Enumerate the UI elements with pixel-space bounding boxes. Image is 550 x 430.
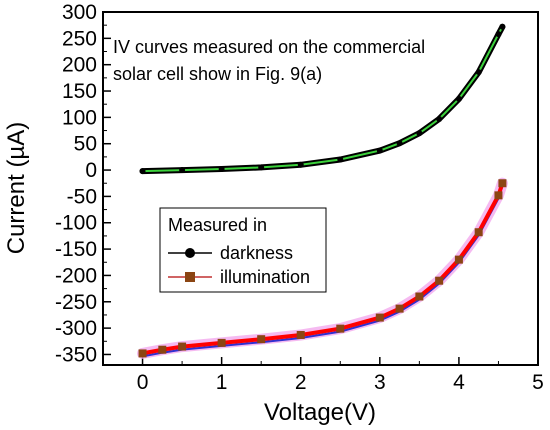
illumination-point [178,342,187,351]
y-tick-label: 300 [62,1,97,24]
x-tick-label: 1 [216,371,228,394]
illumination-point [257,335,266,344]
darkness-point [495,31,502,38]
illumination-point [498,179,507,188]
y-tick-label: 50 [74,133,97,156]
x-tick-label: 0 [137,371,149,394]
y-tick-label: -50 [67,185,97,208]
darkness-point [179,167,186,174]
darkness-point [396,140,403,147]
darkness-point [218,166,225,173]
illumination-point [435,276,444,285]
darkness-point [258,164,265,171]
y-tick-label: 150 [62,80,97,103]
y-tick-label: 250 [62,27,97,50]
illumination-point [336,324,345,333]
darkness-point [337,156,344,163]
illumination-point [395,304,404,313]
x-axis-ticks: 0 1 2 3 4 5 [102,357,544,394]
legend: Measured in darkness illumination [159,207,327,293]
legend-marker-darkness [185,248,195,258]
darkness-fit-line [142,26,504,173]
legend-label-illumination: illumination [220,267,310,287]
y-tick-label: -200 [55,264,97,287]
annotation-line-1: IV curves measured on the commercial [113,37,425,57]
x-tick-label: 3 [374,371,386,394]
legend-title: Measured in [168,215,267,235]
illumination-point [454,255,463,264]
illumination-point [138,349,147,358]
annotation-line-2: solar cell show in Fig. 9(a) [113,64,322,84]
legend-label-darkness: darkness [220,243,293,263]
plot-frame [102,11,539,366]
y-tick-label: 200 [62,54,97,77]
plot-axes [102,11,539,366]
illumination-point [158,345,167,354]
illumination-point [296,330,305,339]
darkness-point [139,168,146,175]
darkness-point [455,95,462,102]
y-tick-label: -350 [55,343,97,366]
darkness-point [436,115,443,122]
darkness-point [499,23,506,30]
x-axis-title: Voltage(V) [264,399,376,426]
darkness-point [297,161,304,168]
y-tick-label: -250 [55,291,97,314]
legend-marker-illumination [185,272,195,282]
illumination-point [474,228,483,237]
illumination-point [217,338,226,347]
y-axis-title: Current (µA) [3,122,30,255]
y-tick-label: 100 [62,106,97,129]
illumination-point [415,292,424,301]
y-axis-ticks: 300 250 200 150 100 50 0 -50 -100 -150 -200 -250 -30… [55,1,111,366]
darkness-point [475,69,482,76]
x-tick-label: 5 [532,371,544,394]
y-tick-label: -100 [55,212,97,235]
illumination-point [375,313,384,322]
y-tick-label: -300 [55,317,97,340]
x-tick-label: 4 [453,371,465,394]
x-tick-label: 2 [295,371,307,394]
darkness-point [416,130,423,137]
illumination-point [494,191,503,200]
y-tick-label: 0 [85,159,97,182]
darkness-point [376,147,383,154]
series-layer [137,23,508,359]
y-tick-label: -150 [55,238,97,261]
